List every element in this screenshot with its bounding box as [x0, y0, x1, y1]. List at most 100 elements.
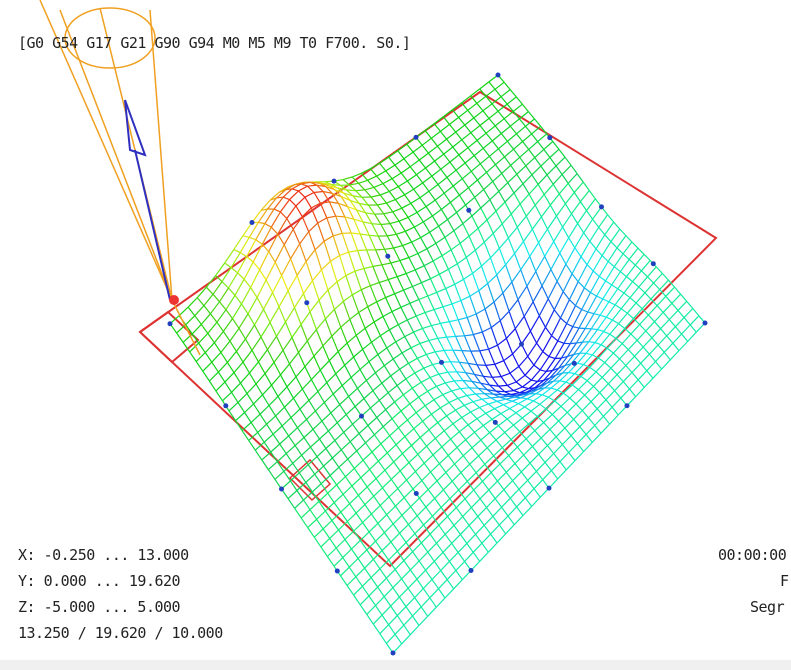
mesh-line: [509, 366, 520, 374]
mesh-line: [497, 425, 506, 433]
mesh-line: [579, 190, 590, 202]
mesh-line: [451, 480, 460, 491]
mesh-line: [530, 369, 541, 381]
mesh-line: [528, 193, 536, 206]
mesh-line: [392, 523, 401, 534]
mesh-line: [418, 152, 429, 161]
mesh-line: [346, 206, 355, 220]
mesh-line: [473, 155, 481, 165]
mesh-line: [244, 338, 253, 351]
mesh-line: [637, 379, 645, 388]
mesh-line: [588, 408, 598, 419]
mesh-line: [553, 453, 561, 462]
mesh-line: [340, 196, 349, 207]
mesh-line: [621, 333, 632, 345]
control-point: [492, 419, 498, 425]
mesh-line: [607, 261, 615, 268]
mesh-line: [506, 384, 514, 392]
mesh-line: [362, 349, 370, 362]
mesh-line: [225, 294, 236, 311]
mesh-line: [434, 199, 442, 210]
mesh-line: [306, 340, 315, 357]
mesh-line: [630, 333, 638, 341]
mesh-line: [626, 302, 637, 314]
mesh-line: [367, 417, 378, 426]
mesh-line: [386, 505, 396, 516]
mesh-line: [466, 395, 474, 403]
mesh-line: [687, 331, 697, 342]
mesh-line: [619, 259, 630, 273]
mesh-line: [355, 335, 364, 350]
mesh-line: [442, 116, 450, 125]
mesh-line: [475, 308, 486, 315]
mesh-line: [548, 340, 559, 357]
feed: F: [780, 572, 789, 590]
mesh-line: [681, 333, 689, 342]
mesh-line: [396, 542, 407, 552]
mesh-line: [647, 276, 655, 284]
mesh-line: [281, 425, 290, 437]
mesh-line: [482, 375, 491, 386]
mesh-line: [431, 168, 442, 177]
mesh-line: [370, 341, 379, 355]
mesh-line: [402, 241, 412, 247]
mesh-line: [240, 372, 250, 384]
mesh-line: [403, 158, 411, 168]
mesh-line: [361, 285, 371, 291]
mesh-line: [479, 498, 487, 508]
mesh-line: [394, 289, 404, 295]
mesh-line: [405, 226, 415, 232]
mesh-line: [287, 498, 296, 509]
mesh-line: [550, 380, 561, 389]
mesh-line: [462, 447, 473, 457]
mesh-line: [434, 153, 445, 162]
mesh-line: [385, 409, 393, 420]
mesh-line: [397, 186, 406, 196]
mesh-line: [489, 148, 499, 157]
mesh-line: [420, 606, 429, 617]
mesh-line: [605, 280, 612, 286]
mesh-line: [639, 314, 649, 325]
mesh-line: [548, 396, 556, 402]
mesh-line: [220, 340, 231, 353]
mesh-line: [519, 431, 527, 440]
mesh-line: [485, 408, 495, 414]
mesh-line: [489, 384, 497, 392]
elapsed-time: 00:00:00: [718, 546, 787, 564]
mesh-line: [189, 351, 197, 362]
mesh-line: [404, 188, 414, 196]
mesh-line: [431, 215, 440, 227]
mesh-line: [591, 344, 602, 356]
mesh-line: [663, 342, 674, 353]
mesh-line: [473, 147, 484, 157]
mesh-line: [444, 524, 455, 535]
mesh-line: [367, 179, 375, 188]
mesh-line: [482, 472, 492, 482]
mesh-line: [371, 451, 379, 462]
mesh-line: [498, 182, 509, 192]
mesh-line: [353, 348, 363, 358]
mesh-line: [598, 275, 606, 282]
mesh-line: [464, 117, 475, 126]
mesh-line: [592, 255, 603, 272]
mesh-line: [270, 211, 281, 228]
mesh-line: [427, 480, 438, 490]
mesh-line: [441, 255, 449, 270]
mesh-line: [394, 293, 402, 308]
mesh-line: [622, 253, 630, 260]
mesh-line: [627, 339, 638, 351]
mesh-line: [492, 233, 500, 249]
mesh-line: [452, 146, 460, 156]
mesh-line: [407, 412, 417, 421]
mesh-line: [656, 295, 667, 307]
mesh-line: [498, 418, 508, 427]
mesh-line: [398, 419, 408, 429]
mesh-line: [425, 167, 433, 177]
mesh-line: [353, 522, 364, 532]
mesh-line: [686, 300, 694, 309]
mesh-line: [306, 329, 317, 342]
mesh-line: [612, 352, 621, 360]
mesh-line: [661, 359, 671, 370]
mesh-line: [579, 201, 587, 211]
mesh-line: [450, 194, 460, 203]
